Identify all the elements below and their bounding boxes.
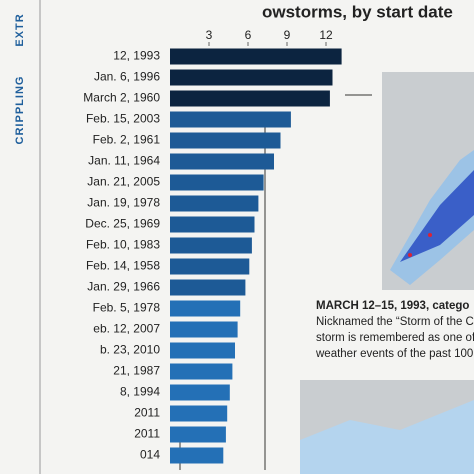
y-tick-label: Dec. 25, 1969 xyxy=(85,217,160,231)
bar xyxy=(170,258,250,275)
bar xyxy=(170,426,226,443)
caption-line: weather events of the past 100 yea xyxy=(315,348,474,360)
y-tick-label: 12, 1993 xyxy=(113,49,160,63)
caption-line: storm is remembered as one of th xyxy=(316,332,474,344)
x-tick-label: 9 xyxy=(284,28,291,42)
bar xyxy=(170,132,281,149)
y-tick-label: March 2, 1960 xyxy=(83,91,160,105)
y-tick-label: 2011 xyxy=(134,406,160,420)
y-tick-label: Feb. 2, 1961 xyxy=(93,133,161,147)
bracket xyxy=(179,94,372,470)
bar xyxy=(170,300,241,317)
y-tick-label: Jan. 19, 1978 xyxy=(87,196,160,210)
bar xyxy=(170,447,224,464)
bar xyxy=(170,216,255,233)
y-tick-label: 8, 1994 xyxy=(120,385,160,399)
y-tick-label: 2011 xyxy=(134,427,160,441)
caption-line: Nicknamed the “Storm of the Ce xyxy=(316,316,474,328)
bar xyxy=(170,321,238,338)
x-tick-label: 12 xyxy=(319,28,333,42)
bar xyxy=(170,174,264,191)
y-tick-label: Feb. 14, 1958 xyxy=(86,259,160,273)
bar xyxy=(170,384,230,401)
y-tick-label: b. 23, 2010 xyxy=(100,343,160,357)
y-tick-label: Jan. 11, 1964 xyxy=(88,154,160,168)
chart-title: owstorms, by start date xyxy=(262,2,453,21)
bar xyxy=(170,405,228,422)
x-tick-label: 6 xyxy=(245,28,252,42)
y-tick-label: Jan. 21, 2005 xyxy=(87,175,160,189)
y-tick-label: Jan. 6, 1996 xyxy=(94,70,160,84)
bar xyxy=(170,90,330,107)
y-tick-label: Feb. 10, 1983 xyxy=(86,238,160,252)
bar xyxy=(170,342,235,359)
bar xyxy=(170,279,246,296)
group-label: CRIPPLING xyxy=(14,76,26,145)
group-label: EXTR xyxy=(14,13,26,46)
bar xyxy=(170,69,333,86)
bar xyxy=(170,363,233,380)
caption-heading: MARCH 12–15, 1993, catego xyxy=(316,300,469,312)
bar xyxy=(170,48,342,65)
bar xyxy=(170,111,291,128)
map-bottom xyxy=(300,380,474,474)
bar xyxy=(170,237,252,254)
y-tick-label: Feb. 5, 1978 xyxy=(93,301,161,315)
y-tick-label: Feb. 15, 2003 xyxy=(86,112,160,126)
y-tick-label: eb. 12, 2007 xyxy=(93,322,160,336)
y-tick-label: 21, 1987 xyxy=(113,364,160,378)
x-tick-label: 3 xyxy=(206,28,213,42)
map-top xyxy=(382,72,474,290)
y-tick-label: Jan. 29, 1966 xyxy=(87,280,160,294)
bar xyxy=(170,195,259,212)
y-tick-label: 014 xyxy=(140,448,160,462)
bar xyxy=(170,153,274,170)
